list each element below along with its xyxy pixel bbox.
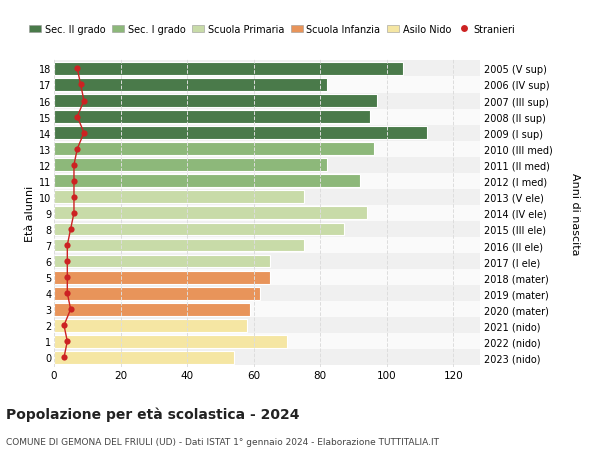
Bar <box>54 125 480 141</box>
Point <box>69 210 79 217</box>
Point <box>76 82 85 89</box>
Y-axis label: Anni di nascita: Anni di nascita <box>569 172 580 255</box>
Point <box>79 130 89 137</box>
Bar <box>54 143 373 156</box>
Bar <box>54 95 377 108</box>
Bar <box>54 77 480 93</box>
Bar <box>54 287 260 300</box>
Bar <box>54 302 480 318</box>
Text: Popolazione per età scolastica - 2024: Popolazione per età scolastica - 2024 <box>6 406 299 421</box>
Bar <box>54 285 480 302</box>
Point <box>69 194 79 201</box>
Point <box>79 98 89 105</box>
Bar <box>54 223 344 236</box>
Point <box>69 162 79 169</box>
Bar <box>54 237 480 253</box>
Bar <box>54 93 480 109</box>
Bar <box>54 174 480 190</box>
Bar <box>54 253 480 269</box>
Point <box>62 258 72 265</box>
Y-axis label: Età alunni: Età alunni <box>25 185 35 241</box>
Bar <box>54 271 271 284</box>
Bar <box>54 61 480 77</box>
Bar <box>54 141 480 157</box>
Point <box>59 322 69 329</box>
Bar <box>54 109 480 125</box>
Text: COMUNE DI GEMONA DEL FRIULI (UD) - Dati ISTAT 1° gennaio 2024 - Elaborazione TUT: COMUNE DI GEMONA DEL FRIULI (UD) - Dati … <box>6 437 439 446</box>
Point <box>62 242 72 249</box>
Bar <box>54 159 327 172</box>
Point <box>62 290 72 297</box>
Point <box>69 178 79 185</box>
Bar <box>54 351 234 364</box>
Bar <box>54 303 250 316</box>
Bar <box>54 127 427 140</box>
Bar <box>54 191 304 204</box>
Bar <box>54 318 480 334</box>
Bar <box>54 335 287 348</box>
Bar <box>54 207 367 220</box>
Bar <box>54 206 480 221</box>
Point <box>66 226 76 233</box>
Bar <box>54 190 480 206</box>
Bar <box>54 239 304 252</box>
Point <box>59 354 69 361</box>
Bar <box>54 350 480 366</box>
Point <box>73 114 82 121</box>
Bar <box>54 111 370 124</box>
Bar <box>54 319 247 332</box>
Bar <box>54 79 327 92</box>
Bar <box>54 269 480 285</box>
Point <box>73 146 82 153</box>
Bar <box>54 255 271 268</box>
Bar <box>54 157 480 174</box>
Point <box>73 66 82 73</box>
Legend: Sec. II grado, Sec. I grado, Scuola Primaria, Scuola Infanzia, Asilo Nido, Stran: Sec. II grado, Sec. I grado, Scuola Prim… <box>29 24 515 34</box>
Point <box>62 274 72 281</box>
Point <box>66 306 76 313</box>
Bar <box>54 63 403 76</box>
Bar <box>54 175 360 188</box>
Bar <box>54 334 480 350</box>
Point <box>62 338 72 345</box>
Bar <box>54 221 480 237</box>
